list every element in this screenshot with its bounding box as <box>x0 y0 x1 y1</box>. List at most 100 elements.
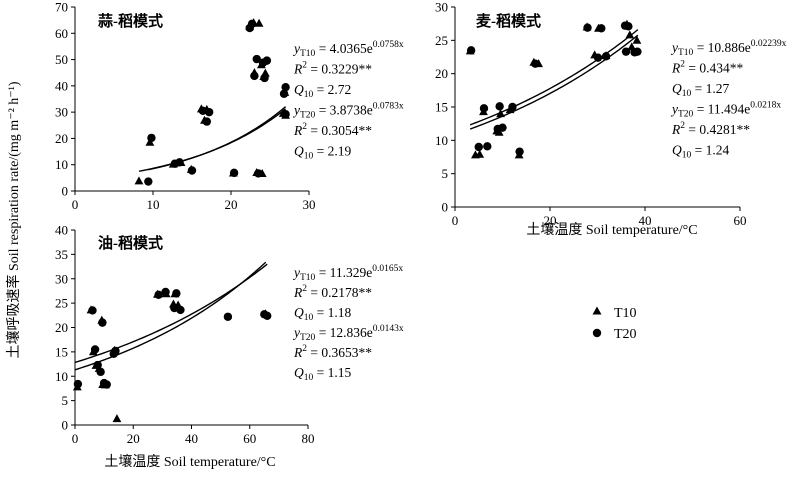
x-tick-label: 0 <box>72 197 79 212</box>
point-t20-circle <box>247 19 257 29</box>
legend: T10 T20 <box>592 306 637 342</box>
equation-line: R2 = 0.3054** <box>293 122 372 138</box>
point-t20-circle <box>281 82 290 92</box>
point-t20-circle <box>260 73 269 83</box>
point-t20-circle <box>154 290 163 300</box>
legend-triangle-marker <box>592 306 602 315</box>
fit-curve-t20 <box>469 29 639 126</box>
x-axis-title-top-right: 土壤温度 Soil temperature/°C <box>526 221 697 238</box>
x-tick-label: 40 <box>639 213 652 228</box>
point-t10-triangle <box>475 149 485 158</box>
equation-line: R2 = 0.4281** <box>671 121 750 137</box>
equation-line: yT20 = 12.836e0.0143x <box>292 324 404 343</box>
equation-line: Q10 = 2.19 <box>294 144 351 162</box>
point-t20-circle <box>187 166 197 175</box>
y-tick-label: 0 <box>442 200 449 215</box>
y-tick-label: 30 <box>55 105 68 120</box>
x-tick-label: 20 <box>225 197 238 212</box>
x-tick-label: 10 <box>147 197 160 212</box>
y-tick-label: 30 <box>55 271 68 286</box>
point-t10-triangle <box>134 176 144 185</box>
y-tick-label: 70 <box>55 0 68 15</box>
point-t20-circle <box>102 380 111 389</box>
y-tick-label: 15 <box>435 100 448 115</box>
equation-line: yT10 = 11.329e0.0165x <box>292 264 403 283</box>
x-tick-label: 60 <box>243 431 256 446</box>
equation-line: Q10 = 2.72 <box>294 82 351 100</box>
point-t20-circle <box>479 104 489 113</box>
y-tick-label: 15 <box>55 344 68 359</box>
x-tick-label: 0 <box>72 431 79 446</box>
y-tick-label: 10 <box>435 133 448 148</box>
point-t20-circle <box>93 360 102 370</box>
point-t20-circle <box>483 142 492 151</box>
point-t20-circle <box>263 311 272 320</box>
point-t10-triangle <box>254 18 264 27</box>
point-t20-circle <box>252 54 261 64</box>
x-axis-title-bottom-left: 土壤温度 Soil temperature/°C <box>104 453 275 470</box>
point-t20-circle <box>176 305 185 315</box>
panel-title: 油-稻模式 <box>98 234 163 252</box>
equation-line: Q10 = 1.24 <box>672 143 729 161</box>
y-tick-label: 10 <box>55 369 68 384</box>
equation-line: R2 = 0.3229** <box>293 61 372 77</box>
point-t20-circle <box>175 158 184 167</box>
equation-line: Q10 = 1.15 <box>294 365 351 383</box>
y-tick-label: 50 <box>55 52 68 67</box>
point-t10-triangle <box>625 30 635 39</box>
y-tick-label: 20 <box>55 131 68 146</box>
panel-wheat-rice: 0 5 10 15 20 25 30 0 20 40 60 麦-稻模式 yT10 = 10.886e0.… <box>435 0 787 228</box>
equation-line: yT10 = 4.0365e0.0758x <box>292 40 404 59</box>
equation-line: yT20 = 3.8738e0.0783x <box>292 102 404 121</box>
point-t20-circle <box>262 56 272 65</box>
point-t20-circle <box>466 46 476 55</box>
y-tick-label: 25 <box>435 33 448 48</box>
point-t20-circle <box>172 289 181 298</box>
y-tick-label: 60 <box>55 26 68 41</box>
x-tick-label: 20 <box>544 213 557 228</box>
point-t20-circle <box>508 102 517 112</box>
point-t20-circle <box>202 117 212 126</box>
y-tick-label: 30 <box>435 0 448 15</box>
point-t20-circle <box>498 123 507 132</box>
equation-line: R2 = 0.2178** <box>293 284 372 300</box>
point-t20-circle <box>254 169 263 178</box>
legend-circle-marker <box>592 328 602 338</box>
point-t20-circle <box>229 168 239 178</box>
point-t20-circle <box>279 89 289 98</box>
point-t20-circle <box>204 107 214 117</box>
point-t10-triangle <box>112 414 122 423</box>
legend-label-t10: T10 <box>614 306 637 321</box>
point-t20-circle <box>281 110 290 119</box>
x-tick-label: 0 <box>452 213 459 228</box>
point-t10-triangle <box>496 109 505 118</box>
panel-rape-rice: 0 5 10 15 20 25 30 35 40 0 20 40 60 80 油-稻模式 yT10 = 11.… <box>55 223 404 447</box>
point-t20-circle <box>88 306 97 315</box>
point-t20-circle <box>98 318 107 327</box>
point-t20-circle <box>531 59 540 68</box>
x-tick-label: 60 <box>734 213 747 228</box>
y-tick-label: 5 <box>442 166 449 181</box>
y-tick-label: 20 <box>435 66 448 81</box>
point-t20-circle <box>583 23 592 32</box>
equation-line: yT20 = 11.494e0.0218x <box>670 101 781 120</box>
x-tick-label: 40 <box>185 431 198 446</box>
panel-title: 蒜-稻模式 <box>98 12 163 30</box>
point-t20-circle <box>597 24 606 33</box>
equation-line: Q10 = 1.27 <box>672 81 729 99</box>
equation-line: Q10 = 1.18 <box>294 305 351 323</box>
panel-title: 麦-稻模式 <box>476 12 541 30</box>
fit-curve-t20 <box>74 263 268 364</box>
point-t10-triangle <box>632 35 642 44</box>
x-tick-label: 80 <box>302 431 315 446</box>
point-t20-circle <box>495 102 504 111</box>
point-t20-circle <box>593 53 603 62</box>
y-tick-label: 40 <box>55 223 68 238</box>
point-t20-circle <box>96 367 105 377</box>
point-t20-circle <box>147 133 156 143</box>
y-tick-label: 35 <box>55 247 68 262</box>
equation-line: R2 = 0.3653** <box>293 344 372 360</box>
point-t20-circle <box>601 52 611 61</box>
